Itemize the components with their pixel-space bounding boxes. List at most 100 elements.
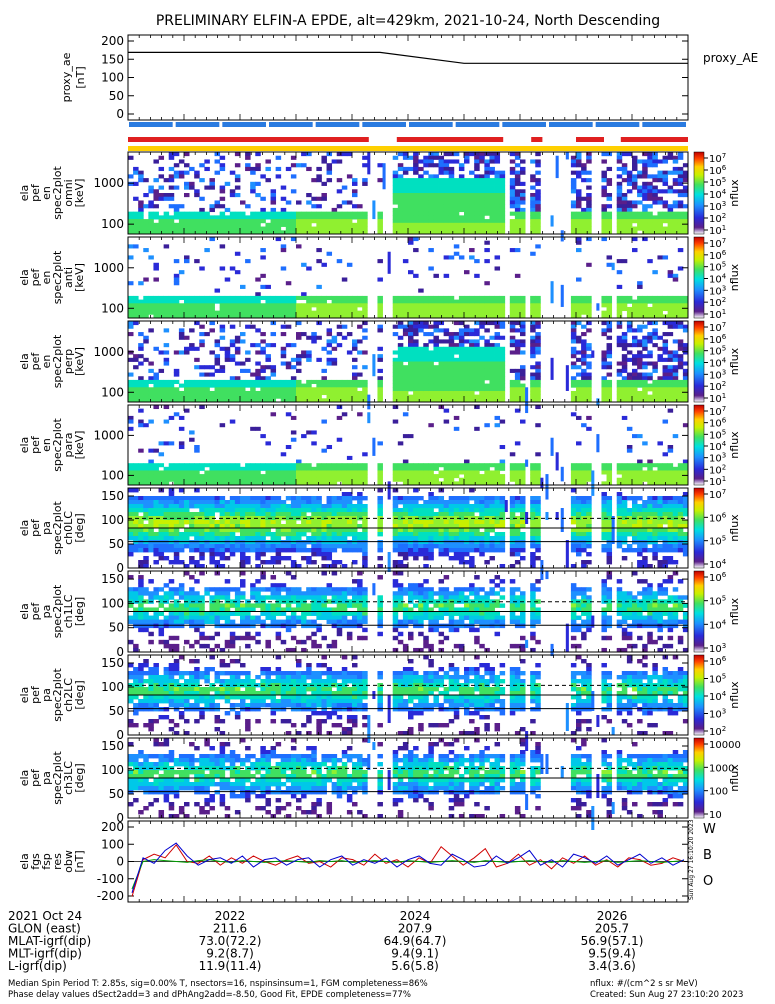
colorbar-label: nflux — [728, 514, 741, 542]
ytick-label: 1000 — [93, 261, 124, 275]
colorbar-tick-label: 107 — [709, 488, 726, 501]
ylabel-line: [keV] — [73, 179, 86, 208]
ytick-label: 200 — [101, 820, 124, 834]
footer-row-label: L-igrf(dip) — [8, 959, 67, 973]
ytick-label: 100 — [101, 468, 124, 482]
colorbar-ramp — [694, 321, 704, 402]
status-blue-segment — [642, 122, 686, 127]
colorbar-tick-label: 105 — [709, 595, 726, 608]
ytick-label: 50 — [109, 787, 124, 801]
status-red-span — [576, 137, 604, 142]
footer-units: nflux: #/(cm^2 s sr MeV) — [590, 979, 698, 989]
proxy-ae-legend: proxy_AE — [703, 51, 758, 65]
panel-en_perp: elapefenspec2plotperp[keV]10710610510410… — [18, 321, 741, 413]
colorbar-ramp — [694, 152, 704, 234]
ytick-label: 100 — [101, 596, 124, 610]
status-red-span — [397, 137, 503, 142]
status-blue-segment — [596, 122, 640, 127]
ytick-label: 1000 — [93, 345, 124, 359]
ylabel-line: [keV] — [73, 431, 86, 460]
status-bar — [128, 122, 688, 151]
ytick-label: 50 — [109, 537, 124, 551]
ylabel-line: [deg] — [73, 513, 86, 542]
ytick-label: 100 — [101, 513, 124, 527]
panel-pa_ch1: elapefpaspec2plotch1LC[deg]106105104103n… — [18, 571, 741, 659]
colorbar-tick-label: 101 — [709, 392, 726, 405]
colorbar-tick-label: 106 — [709, 571, 727, 584]
colorbar: 107 106 105 104 nflux — [694, 488, 741, 571]
colorbar-label: nflux — [728, 764, 741, 792]
colorbar-tick-label: 102 — [709, 725, 726, 738]
fgs-series-W — [132, 845, 684, 897]
ytick-label: 150 — [101, 572, 124, 586]
ytick-label: 0 — [116, 855, 124, 869]
panel-en_anti: elapefenspec2plotanti[keV]10710610510410… — [18, 237, 741, 321]
colorbar-tick-label: 105 — [709, 535, 726, 548]
ylabel-line: [nT] — [73, 850, 86, 872]
panel-pa_ch0: elapefpaspec2plotch0LC[deg]107106105104n… — [18, 488, 741, 580]
ytick-label: -100 — [97, 872, 124, 886]
ytick-label: 0 — [116, 107, 124, 121]
footer-row-value: 11.9(11.4) — [199, 959, 262, 973]
colorbar-tick-label: 105 — [709, 673, 726, 686]
ylabel-line: proxy_ae — [60, 52, 73, 102]
status-red-span — [621, 137, 688, 142]
colorbar-tick-label: 10000 — [709, 740, 741, 751]
ylabel-line: [deg] — [73, 763, 86, 792]
ytick-label: 150 — [101, 739, 124, 753]
colorbar-tick-label: 106 — [709, 511, 727, 524]
ylabel-line: [keV] — [73, 347, 86, 376]
panel-en_para: elapefenspec2plotpara[keV]10710610510410… — [18, 405, 741, 500]
colorbar-ramp — [694, 488, 704, 568]
colorbar-ramp — [694, 237, 704, 318]
status-blue-segment — [222, 122, 266, 127]
colorbar-tick-label: 101 — [709, 475, 726, 488]
colorbar-tick-label: 100 — [709, 787, 728, 798]
colorbar-tick-label: 101 — [709, 308, 726, 321]
colorbar-tick-label: 103 — [709, 708, 726, 721]
colorbar-ramp — [694, 655, 704, 735]
ytick-label: 50 — [109, 89, 124, 103]
status-blue-segment — [456, 122, 500, 127]
footer-note-1: Median Spin Period T: 2.85s, sig=0.00% T… — [8, 979, 428, 989]
footer-row-value: 3.4(3.6) — [588, 959, 636, 973]
colorbar-label: nflux — [728, 681, 741, 709]
fgs-legend-B: B — [703, 848, 712, 863]
colorbar-label: nflux — [728, 263, 741, 291]
colorbar-tick-label: 104 — [709, 690, 727, 703]
colorbar-ramp — [694, 405, 704, 485]
proxy-ae-line — [128, 52, 688, 63]
status-yellow-bar — [128, 146, 688, 151]
ytick-label: 150 — [101, 489, 124, 503]
colorbar-label: nflux — [728, 347, 741, 375]
colorbar-ramp — [694, 738, 704, 818]
watermark: Sun Aug 27 16:10:20 2023 — [688, 819, 695, 900]
ytick-label: -200 — [97, 889, 124, 903]
fgs-series-O — [132, 843, 684, 893]
ytick-label: 100 — [101, 301, 124, 315]
panel-pa_ch3: elapefpaspec2plotch3LC[deg]1000010001001… — [18, 738, 741, 830]
colorbar-tick-label: 101 — [709, 224, 726, 237]
ytick-label: 100 — [101, 763, 124, 777]
spectrogram-cells — [128, 655, 688, 751]
ytick-label: 50 — [109, 704, 124, 718]
fgs-legend-O: O — [703, 874, 713, 889]
panel-en_omni: elapefenspec2plotomni[keV]10710610510410… — [18, 152, 741, 241]
colorbar-label: nflux — [728, 597, 741, 625]
ylabel-line: [deg] — [73, 597, 86, 626]
status-red-span — [128, 137, 369, 142]
status-blue-segment — [316, 122, 360, 127]
spectrogram-cells — [128, 571, 688, 656]
colorbar-tick-label: 104 — [709, 558, 727, 571]
panel-frame — [128, 35, 688, 120]
colorbar-tick-label: 10 — [709, 810, 722, 821]
